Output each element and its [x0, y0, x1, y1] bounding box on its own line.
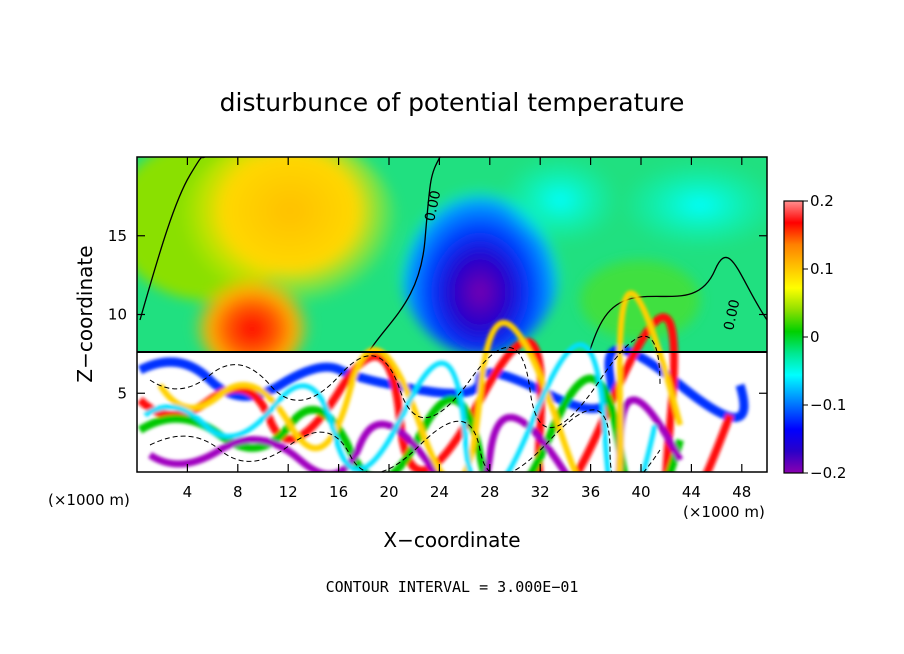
- x-tick-label: 48: [732, 483, 751, 501]
- x-tick-label: 28: [480, 483, 499, 501]
- y-tick-label: 5: [117, 384, 127, 402]
- y-axis-label: Z−coordinate: [73, 245, 97, 382]
- x-tick-label: 4: [183, 483, 193, 501]
- x-axis: 4 8 12 16 20 24 28 32 36 40 44 48: [183, 157, 751, 501]
- x-tick-label: 24: [430, 483, 449, 501]
- colorbar-tick-label: −0.1: [810, 396, 846, 414]
- x-tick-label: 16: [329, 483, 348, 501]
- colorbar-tick-label: 0.2: [810, 192, 834, 210]
- plot-area: [137, 157, 767, 472]
- x-tick-label: 36: [581, 483, 600, 501]
- contour-label: 0.00: [422, 189, 444, 223]
- colorbar: [783, 200, 804, 474]
- y-axis: 5 10 15: [108, 227, 767, 402]
- colorbar-tick-label: 0.1: [810, 260, 834, 278]
- x-tick-label: 12: [279, 483, 298, 501]
- x-unit-left: (×1000 m): [48, 491, 130, 509]
- y-tick-label: 10: [108, 306, 127, 324]
- colorbar-tick-label: 0: [810, 328, 820, 346]
- x-axis-label: X−coordinate: [383, 528, 520, 552]
- contour-label: 0.00: [721, 298, 743, 332]
- contour-interval-note: CONTOUR INTERVAL = 3.000E−01: [326, 578, 579, 596]
- x-tick-label: 40: [631, 483, 650, 501]
- colorbar-ticks: 0.2 0.1 0 −0.1 −0.2: [803, 192, 846, 482]
- chart-title: disturbunce of potential temperature: [220, 88, 685, 117]
- x-tick-label: 20: [379, 483, 398, 501]
- x-tick-label: 32: [531, 483, 550, 501]
- x-tick-label: 8: [233, 483, 243, 501]
- x-unit-right: (×1000 m): [683, 503, 765, 521]
- y-tick-label: 15: [108, 227, 127, 245]
- colorbar-tick-label: −0.2: [810, 464, 846, 482]
- x-tick-label: 44: [682, 483, 701, 501]
